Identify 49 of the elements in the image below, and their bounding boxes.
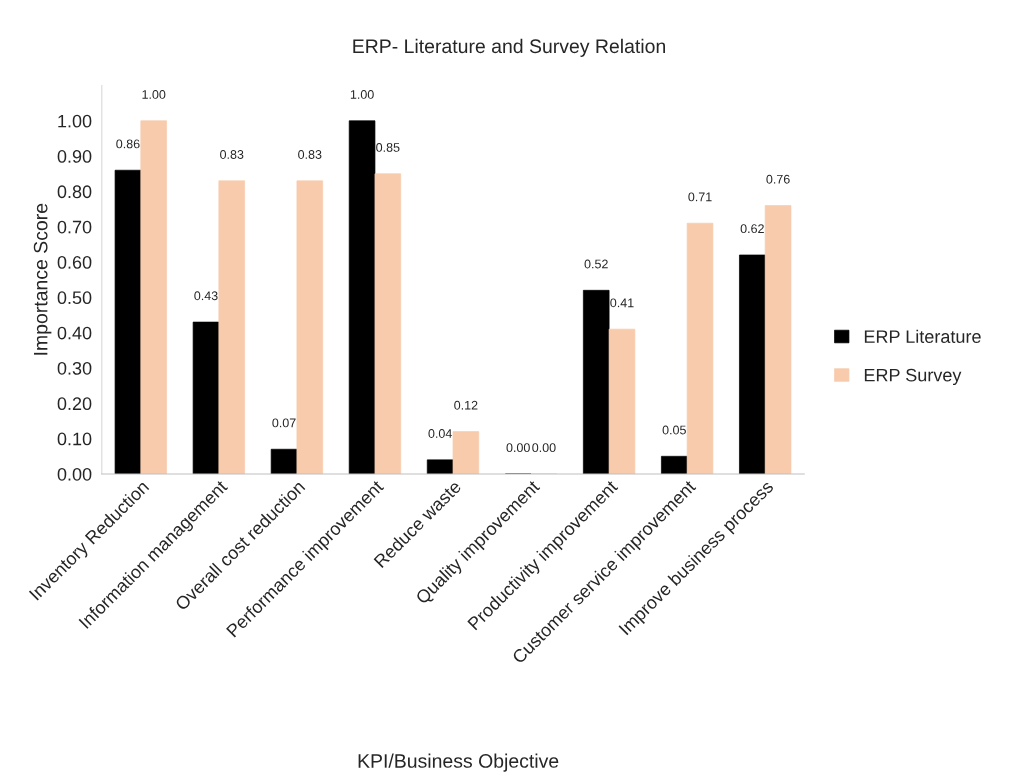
legend-label: ERP Survey	[864, 368, 962, 386]
data-label: 0.00	[506, 443, 530, 453]
y-tick-label: 0.20	[57, 397, 92, 411]
bar	[608, 328, 636, 474]
bar	[296, 180, 324, 474]
data-label: 0.71	[688, 192, 712, 202]
data-label: 0.43	[194, 291, 218, 301]
y-tick-label: 0.60	[57, 256, 92, 269]
bar	[583, 289, 610, 474]
data-label: 0.05	[662, 425, 686, 435]
data-label: 0.83	[298, 150, 322, 159]
y-tick-label: 0.10	[57, 432, 92, 446]
data-label: 1.00	[142, 90, 166, 99]
data-label: 0.86	[116, 139, 140, 149]
bar	[192, 321, 220, 474]
y-tick-label: 0.30	[57, 361, 92, 375]
data-label: 0.62	[740, 224, 764, 234]
data-label: 0.41	[610, 298, 634, 308]
x-axis-title: KPI/Business Objective	[358, 753, 559, 772]
bar	[218, 180, 245, 474]
data-label: 0.85	[376, 143, 400, 152]
data-label: 0.07	[272, 418, 296, 428]
bar	[270, 448, 298, 474]
bar	[374, 173, 402, 474]
data-label: 0.76	[766, 174, 790, 184]
legend-label: ERP Literature	[864, 329, 981, 344]
chart-title: ERP- Literature and Survey Relation	[353, 38, 665, 57]
bar	[452, 431, 480, 474]
y-tick-label: 0.90	[57, 150, 92, 163]
bar	[140, 120, 167, 474]
y-tick-label: 1.00	[58, 114, 92, 128]
y-tick-label: 0.70	[57, 220, 92, 234]
y-tick-label: 0.50	[57, 291, 92, 305]
bar	[686, 222, 714, 474]
data-label: 0.83	[220, 150, 244, 159]
data-label: 1.00	[350, 90, 374, 99]
data-label: 0.52	[584, 259, 608, 269]
bar	[764, 205, 792, 474]
y-tick-label: 0.80	[57, 185, 92, 199]
bar	[739, 254, 766, 474]
y-tick-label: 0.00	[57, 467, 92, 481]
data-label: 0.12	[454, 400, 478, 410]
y-axis-title: Importance Score	[33, 203, 52, 355]
bar	[348, 120, 376, 474]
bar	[426, 459, 454, 474]
data-label: 0.04	[428, 429, 452, 438]
bar	[114, 169, 142, 474]
y-tick-label: 0.40	[57, 326, 92, 340]
data-label: 0.00	[532, 443, 556, 453]
